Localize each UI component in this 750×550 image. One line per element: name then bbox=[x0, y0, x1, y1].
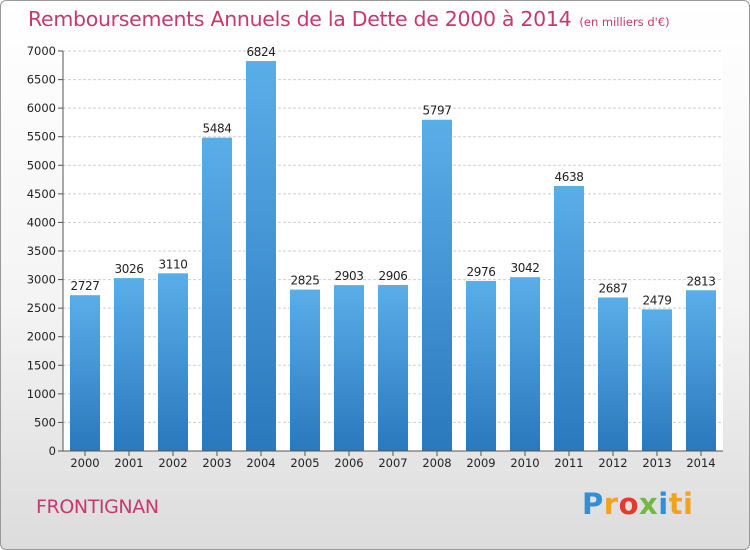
y-tick-label: 3500 bbox=[27, 244, 56, 258]
bar bbox=[246, 61, 276, 452]
y-tick-label: 1000 bbox=[27, 387, 56, 401]
x-tick-label: 2011 bbox=[554, 456, 583, 470]
commune-name: FRONTIGNAN bbox=[36, 496, 159, 518]
y-tick-label: 1500 bbox=[27, 358, 56, 372]
x-tick-label: 2009 bbox=[466, 456, 495, 470]
logo-letter: o bbox=[618, 487, 640, 521]
bar bbox=[510, 277, 540, 451]
x-tick-label: 2004 bbox=[246, 456, 275, 470]
proxiti-logo: Proxiti bbox=[582, 487, 694, 521]
y-tick-label: 3000 bbox=[27, 273, 56, 287]
bar-value-label: 5484 bbox=[203, 122, 232, 136]
bar bbox=[202, 137, 232, 451]
logo-letter: r bbox=[603, 487, 619, 521]
x-tick-label: 2007 bbox=[378, 456, 407, 470]
logo-letter: x bbox=[639, 487, 659, 521]
y-tick-label: 2000 bbox=[27, 330, 56, 344]
x-tick-label: 2000 bbox=[70, 456, 99, 470]
bar-value-label: 2976 bbox=[467, 265, 496, 279]
y-tick-label: 2500 bbox=[27, 301, 56, 315]
logo-letter: P bbox=[582, 487, 604, 521]
x-tick-label: 2001 bbox=[114, 456, 143, 470]
bar bbox=[114, 278, 144, 451]
x-tick-label: 2008 bbox=[422, 456, 451, 470]
x-tick-label: 2014 bbox=[686, 456, 715, 470]
y-tick-label: 5500 bbox=[27, 130, 56, 144]
bar bbox=[598, 297, 628, 451]
y-tick-label: 4500 bbox=[27, 187, 56, 201]
bar-value-label: 3110 bbox=[159, 257, 188, 271]
bar-value-label: 2903 bbox=[335, 269, 364, 283]
y-tick-label: 0 bbox=[49, 444, 56, 458]
bar bbox=[378, 284, 408, 451]
x-tick-label: 2010 bbox=[510, 456, 539, 470]
chart-unit: (en milliers d'€) bbox=[579, 15, 670, 29]
chart-title: Remboursements Annuels de la Dette de 20… bbox=[28, 7, 670, 31]
bar bbox=[158, 273, 188, 451]
bar-value-label: 3026 bbox=[115, 262, 144, 276]
bar bbox=[686, 290, 716, 451]
y-tick-label: 6000 bbox=[27, 101, 56, 115]
bar bbox=[70, 295, 100, 451]
bar-value-label: 2479 bbox=[643, 293, 672, 307]
y-tick-label: 7000 bbox=[27, 44, 56, 58]
bar-value-label: 5797 bbox=[423, 104, 452, 118]
bar-value-label: 4638 bbox=[555, 170, 584, 184]
x-tick-label: 2002 bbox=[158, 456, 187, 470]
y-tick-label: 6500 bbox=[27, 73, 56, 87]
bar-value-label: 6824 bbox=[247, 45, 276, 59]
x-tick-label: 2012 bbox=[598, 456, 627, 470]
logo-letter: ti bbox=[668, 487, 694, 521]
bar-value-label: 3042 bbox=[511, 261, 540, 275]
chart-title-text: Remboursements Annuels de la Dette de 20… bbox=[28, 7, 572, 31]
bar-value-label: 2906 bbox=[379, 269, 408, 283]
bar bbox=[466, 280, 496, 451]
bar bbox=[290, 289, 320, 451]
bar bbox=[334, 285, 364, 451]
x-tick-label: 2003 bbox=[202, 456, 231, 470]
bar-value-label: 2813 bbox=[687, 274, 716, 288]
x-tick-label: 2006 bbox=[334, 456, 363, 470]
bar-value-label: 2825 bbox=[291, 274, 320, 288]
bar bbox=[422, 119, 452, 451]
bar-value-label: 2687 bbox=[599, 281, 628, 295]
x-tick-label: 2005 bbox=[290, 456, 319, 470]
bar bbox=[642, 309, 672, 451]
logo-letter: i bbox=[658, 487, 669, 521]
x-tick-label: 2013 bbox=[642, 456, 671, 470]
y-tick-label: 4000 bbox=[27, 215, 56, 229]
bar-value-label: 2727 bbox=[71, 279, 100, 293]
y-tick-label: 500 bbox=[34, 415, 56, 429]
y-tick-label: 5000 bbox=[27, 158, 56, 172]
bar bbox=[554, 185, 584, 451]
